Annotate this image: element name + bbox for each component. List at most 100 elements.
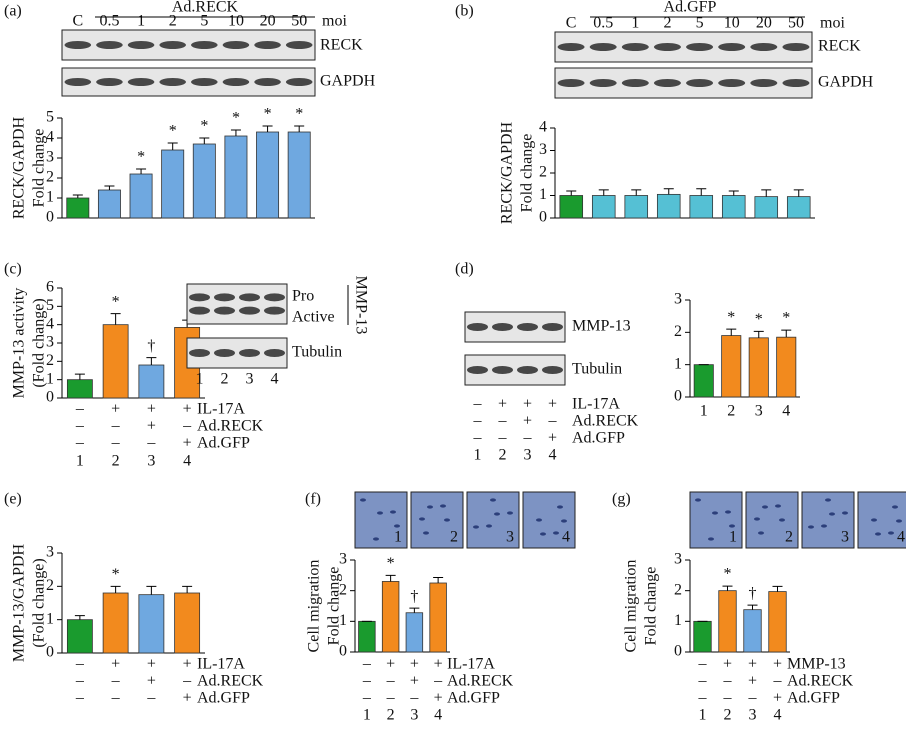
lane-number: 4	[774, 707, 782, 724]
bar	[656, 193, 681, 219]
significance-marker: *	[727, 309, 735, 326]
significance-marker: *	[264, 106, 272, 123]
panel-label: (f)	[305, 491, 321, 508]
blot-band	[467, 366, 488, 374]
cell-speck	[775, 504, 781, 508]
blot-label: RECK	[320, 37, 363, 54]
error-bar	[726, 328, 737, 336]
micrograph	[745, 491, 799, 549]
error-bar	[294, 125, 305, 132]
significance-marker: *	[137, 149, 145, 166]
condition-symbol: +	[523, 396, 532, 413]
error-bar	[566, 190, 577, 196]
condition-symbol: –	[146, 435, 156, 452]
micrograph-label: 3	[506, 529, 514, 546]
significance-marker: †	[410, 588, 418, 605]
cell-speck	[871, 518, 877, 522]
bar	[624, 195, 649, 219]
blot-lane-label: 3	[246, 371, 254, 388]
blot-band	[686, 43, 714, 51]
error-bar	[772, 585, 783, 592]
condition-symbol: –	[698, 656, 708, 673]
error-bar	[110, 313, 121, 325]
cell-speck	[888, 531, 894, 535]
blot-label: Active	[292, 309, 335, 326]
lane-number: 4	[183, 453, 191, 470]
lane-label: 5	[696, 15, 704, 32]
error-bar	[146, 585, 157, 595]
condition-name: Ad.GFP	[197, 690, 250, 707]
lane-label: 2	[169, 13, 177, 30]
error-bar	[747, 604, 758, 610]
blot-band	[750, 43, 778, 51]
panel-label: (a)	[4, 3, 22, 20]
panel-label: (d)	[455, 261, 474, 278]
condition-symbol: –	[111, 673, 121, 690]
y-tick-label: 3	[46, 334, 54, 351]
blot-band	[686, 79, 714, 87]
condition-symbol: –	[386, 673, 396, 690]
condition-name: Ad.GFP	[447, 690, 500, 707]
condition-symbol: –	[75, 690, 85, 707]
blot-box	[186, 283, 288, 325]
micrograph-label: 4	[897, 529, 905, 546]
error-bar	[793, 189, 804, 197]
blot-band	[222, 78, 250, 86]
error-bar	[74, 373, 85, 380]
bar	[754, 196, 779, 219]
blot-band	[191, 78, 218, 86]
lane-number: 2	[387, 707, 395, 724]
condition-symbol: –	[473, 430, 483, 447]
micrograph-label: 2	[785, 529, 793, 546]
y-tick-label: 0	[46, 389, 54, 406]
condition-symbol: +	[434, 656, 443, 673]
blot-band	[264, 349, 285, 357]
y-tick-label: 2	[46, 352, 54, 369]
y-axis-label: (Fold change)	[31, 558, 48, 647]
bar	[559, 195, 584, 219]
y-tick-label: 3	[674, 291, 682, 308]
blot-lane-label: 2	[221, 371, 229, 388]
condition-symbol: –	[75, 435, 85, 452]
blot-label: MMP-13	[572, 318, 631, 335]
bar	[718, 590, 737, 653]
significance-marker: *	[232, 110, 240, 127]
condition-symbol: –	[75, 418, 85, 435]
blot-band	[64, 41, 92, 49]
condition-symbol: –	[523, 430, 533, 447]
y-tick-label: 1	[46, 370, 54, 387]
condition-name: IL-17A	[447, 656, 495, 673]
blot-band	[64, 78, 92, 86]
cell-speck	[427, 505, 433, 509]
y-tick-label: 0	[674, 643, 682, 660]
cell-speck	[561, 519, 567, 523]
y-tick-label: 0	[46, 209, 54, 226]
cell-speck	[553, 531, 559, 535]
blot-band	[96, 41, 123, 49]
error-bar	[696, 188, 707, 196]
bar	[786, 196, 811, 219]
blot-band	[750, 79, 778, 87]
condition-symbol: –	[75, 673, 85, 690]
lane-label: 20	[260, 13, 276, 30]
cell-speck	[754, 517, 760, 521]
condition-symbol: –	[409, 690, 419, 707]
error-bar	[104, 185, 115, 190]
cell-speck	[360, 498, 366, 502]
condition-symbol: +	[147, 401, 156, 418]
cell-speck	[419, 517, 425, 521]
blot-band	[492, 323, 513, 331]
y-tick-label: 1	[674, 355, 682, 372]
cell-speck	[896, 519, 902, 523]
condition-name: Ad.GFP	[197, 435, 250, 452]
bar	[174, 592, 201, 654]
bar	[693, 364, 714, 398]
condition-symbol: –	[111, 435, 121, 452]
condition-symbol: –	[111, 418, 121, 435]
cell-speck	[725, 510, 731, 514]
blot-band	[517, 366, 538, 374]
error-bar	[230, 129, 241, 136]
condition-symbol: +	[410, 656, 419, 673]
y-tick-label: 3	[339, 551, 347, 568]
blot-band	[542, 323, 563, 331]
